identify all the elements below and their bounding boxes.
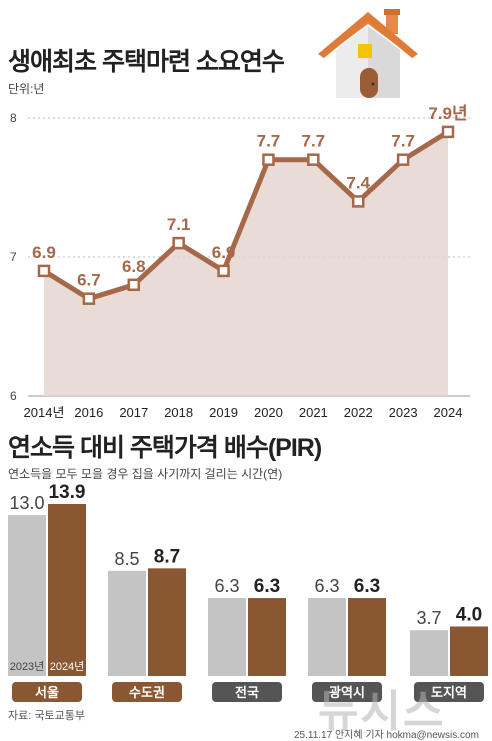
category-pill [312,682,382,702]
data-label: 7.7 [391,132,415,151]
data-label: 7.7 [257,132,281,151]
data-label: 6.7 [77,271,101,290]
data-point [82,292,96,305]
category-pill [414,682,484,702]
data-point [396,153,410,166]
y-tick-label: 8 [10,111,17,125]
watermark: 뉴시스 [318,687,446,736]
category-pill [112,682,182,702]
source-note: 자료: 국토교통부 [8,710,85,722]
data-point [307,153,320,166]
data-point [172,236,185,250]
x-tick-label: 2024 [434,405,463,420]
bar [410,630,448,676]
series-label: 2024년 [50,660,85,673]
x-tick-label: 2022 [344,405,373,420]
data-label: 7.4 [346,173,370,192]
x-tick-label: 2017 [119,405,148,420]
bar-value-label: 8.7 [154,546,180,567]
bar [308,598,346,676]
chart-area [44,131,448,396]
bar [248,598,286,676]
chart-line [42,129,450,302]
data-label: 7.1 [167,215,191,234]
category-label: 도지역 [431,685,467,700]
bar [8,515,46,676]
house-icon [318,9,418,98]
y-tick-label: 7 [10,250,17,264]
line-chart: 8 7 6 6.9 6.7 6.8 7.1 6.9 7.7 7.7 7.4 7.7 7.9년 2014… [10,104,470,420]
x-tick-label: 2016 [74,405,103,420]
data-point [441,125,455,139]
bar [148,568,186,676]
bar-value-label: 8.5 [114,549,139,569]
bar-chart: 13.0 2023년 13.9 2024년 8.5 8.7 6.3 6.3 6.3 6.3 3.7 4… [8,482,488,702]
bar [450,626,488,676]
x-tick-label: 2021 [299,405,328,420]
bar-value-label: 6.3 [214,576,239,596]
category-label: 서울 [35,685,59,700]
bar [108,570,146,676]
bar-value-label: 4.0 [456,605,482,626]
data-point [127,278,141,292]
category-label: 광역시 [329,685,365,700]
bar [348,598,386,676]
line-chart-unit: 단위:년 [8,82,45,96]
bar-value-label: 13.9 [49,482,86,503]
credit-line: 25.11.17 안지혜 기자 hokma@newsis.com [294,730,479,741]
x-tick-label: 2020 [254,405,283,420]
x-tick-label: 2019 [209,405,238,420]
bar [208,598,246,676]
data-label: 6.8 [122,257,146,276]
line-chart-title: 생애최초 주택마련 소요연수 [8,48,285,76]
bar-chart-title: 연소득 대비 주택가격 배수(PIR) [8,434,322,462]
category-label: 전국 [235,685,259,700]
bar [48,504,86,676]
bar-value-label: 3.7 [416,608,441,628]
bar-value-label: 6.3 [314,576,339,596]
series-label: 2023년 [10,660,45,673]
data-point [262,153,275,166]
x-tick-label: 2018 [164,405,193,420]
data-label: 6.9 [32,243,56,262]
x-tick-label: 2023 [389,405,418,420]
data-label: 7.9년 [428,104,467,123]
y-tick-label: 6 [10,389,17,403]
category-label: 수도권 [129,685,165,700]
data-point [37,264,51,278]
bar-value-label: 13.0 [9,493,44,513]
x-tick-label: 2014년 [24,405,65,420]
bar-value-label: 6.3 [354,576,380,597]
category-pill [212,682,282,702]
data-label: 7.7 [302,132,326,151]
bar-value-label: 6.3 [254,576,280,597]
data-label: 6.9 [212,243,236,262]
data-point [351,195,365,208]
bar-chart-subtitle: 연소득을 모두 모을 경우 집을 사기까지 걸리는 시간(연) [8,467,283,481]
data-point [217,264,230,278]
category-pill [12,682,82,702]
